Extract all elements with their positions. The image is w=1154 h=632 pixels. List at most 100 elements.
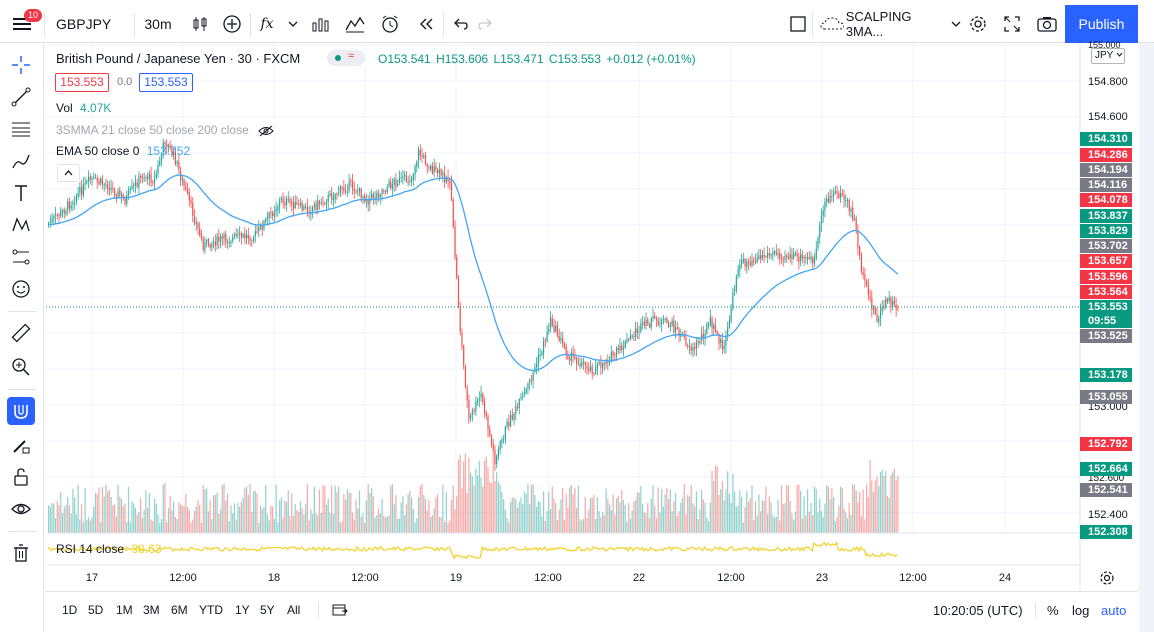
volume-bar xyxy=(763,500,765,533)
range-1m[interactable]: 1M xyxy=(116,603,133,617)
magnet-tool[interactable] xyxy=(7,397,35,425)
range-5y[interactable]: 5Y xyxy=(260,603,275,617)
symbol-search[interactable]: GBPJPY xyxy=(56,16,112,32)
range-1d[interactable]: 1D xyxy=(62,603,78,617)
candle-body xyxy=(417,149,420,161)
brush-tool[interactable] xyxy=(7,147,35,175)
indicators-button[interactable]: fx xyxy=(256,5,304,43)
zoom-tool[interactable] xyxy=(7,353,35,381)
volume-bar xyxy=(841,488,843,533)
volume-bar xyxy=(796,484,798,533)
delete-tool[interactable] xyxy=(7,539,35,567)
volume-bar xyxy=(405,504,407,533)
range-5d[interactable]: 5D xyxy=(88,603,104,617)
lock-tool[interactable] xyxy=(7,463,35,491)
candle-body xyxy=(806,257,809,260)
buy-button[interactable]: 153.553 xyxy=(139,73,193,92)
chart-settings-button[interactable] xyxy=(1098,569,1118,589)
volume-bar xyxy=(511,497,513,533)
ema-legend[interactable]: EMA 50 close 0 153.752 xyxy=(56,144,190,158)
volume-bar xyxy=(200,522,203,533)
sell-button[interactable]: 153.553 xyxy=(55,73,109,92)
range-all[interactable]: All xyxy=(287,603,301,617)
financials-button[interactable] xyxy=(306,5,334,43)
market-status[interactable]: ≈ xyxy=(327,50,365,66)
volume-bar xyxy=(280,497,282,533)
fib-tool[interactable] xyxy=(7,115,35,143)
candle-body xyxy=(239,233,241,235)
candle-body xyxy=(332,198,335,201)
volume-bar xyxy=(711,470,713,533)
pair-title[interactable]: British Pound / Japanese Yen · 30 · FXCM xyxy=(56,51,301,66)
auto-toggle[interactable]: auto xyxy=(1101,602,1127,618)
range-1y[interactable]: 1Y xyxy=(235,603,250,617)
drawing-toolbar xyxy=(0,43,44,632)
candle-body xyxy=(230,241,232,244)
candle-body xyxy=(155,173,157,178)
interval-button[interactable]: 30m xyxy=(144,16,172,32)
replay-button[interactable] xyxy=(412,5,440,43)
candle-body xyxy=(666,318,668,323)
settings-button[interactable] xyxy=(964,5,992,43)
candle-body xyxy=(216,236,218,246)
price-tag: 152.664 xyxy=(1080,462,1132,476)
measure-tool[interactable] xyxy=(7,319,35,347)
menu-button[interactable] xyxy=(8,5,36,43)
undo-button[interactable] xyxy=(446,5,474,43)
volume-bar xyxy=(275,484,277,533)
candle-body xyxy=(464,366,467,388)
volume-bar xyxy=(325,504,328,533)
visibility-tool[interactable] xyxy=(7,495,35,523)
candle-body xyxy=(509,415,512,427)
volume-bar xyxy=(357,508,359,533)
candle-body xyxy=(320,203,322,205)
percent-toggle[interactable]: % xyxy=(1047,602,1059,618)
alert-button[interactable] xyxy=(376,5,404,43)
candle-body xyxy=(579,363,581,367)
range-3m[interactable]: 3M xyxy=(143,603,160,617)
timezone-clock[interactable]: 10:20:05 (UTC) xyxy=(933,602,1023,618)
smma-legend[interactable]: 3SMMA 21 close 50 close 200 close xyxy=(56,123,274,137)
currency-select[interactable]: JPY xyxy=(1091,48,1125,64)
eye-hidden-icon[interactable] xyxy=(258,125,274,137)
trendline-tool[interactable] xyxy=(7,83,35,111)
candle-body xyxy=(562,338,564,344)
icon-tool[interactable] xyxy=(7,275,35,303)
pattern-tool[interactable] xyxy=(7,211,35,239)
volume-legend[interactable]: Vol 4.07K xyxy=(56,101,111,115)
drawing-mode-tool[interactable] xyxy=(7,431,35,459)
chart-type-button[interactable] xyxy=(186,5,214,43)
candle-body xyxy=(732,292,734,310)
volume-bar xyxy=(676,515,678,533)
forecast-tool[interactable] xyxy=(7,243,35,271)
range-ytd[interactable]: YTD xyxy=(199,603,223,617)
volume-bar xyxy=(888,497,890,533)
collapse-legend-button[interactable] xyxy=(57,164,80,182)
rsi-legend[interactable]: RSI 14 close 38.63 xyxy=(56,542,161,556)
volume-bar xyxy=(473,485,475,533)
volume-bar xyxy=(584,496,586,533)
layout-select[interactable]: SCALPING 3MA... xyxy=(816,5,962,43)
redo-button[interactable] xyxy=(472,5,500,43)
candle-body xyxy=(313,204,315,207)
candle-body xyxy=(346,191,348,193)
candle-body xyxy=(780,258,783,260)
goto-date-button[interactable] xyxy=(331,592,349,628)
volume-bar xyxy=(270,505,272,533)
snapshot-button[interactable] xyxy=(1033,5,1061,43)
volume-bar xyxy=(610,509,612,533)
compare-button[interactable] xyxy=(218,5,246,43)
fullscreen-button[interactable] xyxy=(998,5,1026,43)
log-toggle[interactable]: log xyxy=(1072,602,1090,618)
templates-button[interactable] xyxy=(341,5,369,43)
range-6m[interactable]: 6M xyxy=(171,603,188,617)
candle-body xyxy=(195,222,197,224)
candle-body xyxy=(423,155,425,158)
fullscreen-select-button[interactable] xyxy=(784,5,812,43)
fib-lines-icon xyxy=(12,122,30,137)
candle-body xyxy=(58,215,60,217)
text-tool[interactable] xyxy=(7,179,35,207)
publish-button[interactable]: Publish xyxy=(1065,5,1138,43)
crosshair-tool[interactable] xyxy=(7,51,35,79)
